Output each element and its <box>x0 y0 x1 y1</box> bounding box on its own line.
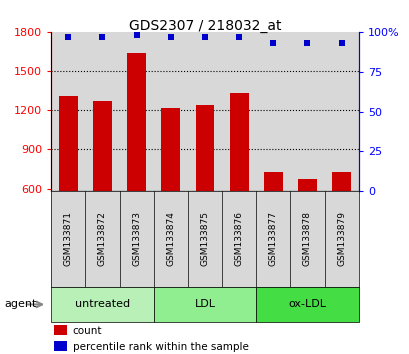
Text: GSM133878: GSM133878 <box>302 211 311 267</box>
Text: untreated: untreated <box>75 299 130 309</box>
Bar <box>331 172 350 191</box>
Bar <box>51 287 153 322</box>
Point <box>303 40 310 46</box>
Point <box>99 34 106 40</box>
Text: percentile rank within the sample: percentile rank within the sample <box>73 342 248 352</box>
Bar <box>256 287 358 322</box>
Point <box>337 40 344 46</box>
Text: GSM133876: GSM133876 <box>234 211 243 267</box>
Bar <box>54 341 66 351</box>
Bar <box>127 53 146 191</box>
Point <box>270 40 276 46</box>
Text: GSM133875: GSM133875 <box>200 211 209 267</box>
Text: GSM133877: GSM133877 <box>268 211 277 267</box>
Text: GSM133872: GSM133872 <box>98 211 107 267</box>
Bar <box>195 105 214 191</box>
Point <box>167 34 174 40</box>
Text: GDS2307 / 218032_at: GDS2307 / 218032_at <box>128 19 281 34</box>
Text: count: count <box>73 326 102 336</box>
Point <box>201 34 208 40</box>
Text: LDL: LDL <box>194 299 215 309</box>
Text: GSM133879: GSM133879 <box>336 211 345 267</box>
Text: GSM133873: GSM133873 <box>132 211 141 267</box>
Point <box>235 34 242 40</box>
Bar <box>229 93 248 191</box>
Bar <box>59 96 78 191</box>
Point <box>65 34 72 40</box>
Text: GSM133874: GSM133874 <box>166 211 175 267</box>
Bar <box>263 172 282 191</box>
Text: agent: agent <box>4 299 36 309</box>
Bar <box>93 101 112 191</box>
Point <box>133 32 139 38</box>
Bar <box>54 325 66 335</box>
Bar <box>153 287 256 322</box>
Text: ox-LDL: ox-LDL <box>288 299 326 309</box>
Text: GSM133871: GSM133871 <box>64 211 73 267</box>
Bar <box>161 108 180 191</box>
Bar <box>297 179 316 191</box>
